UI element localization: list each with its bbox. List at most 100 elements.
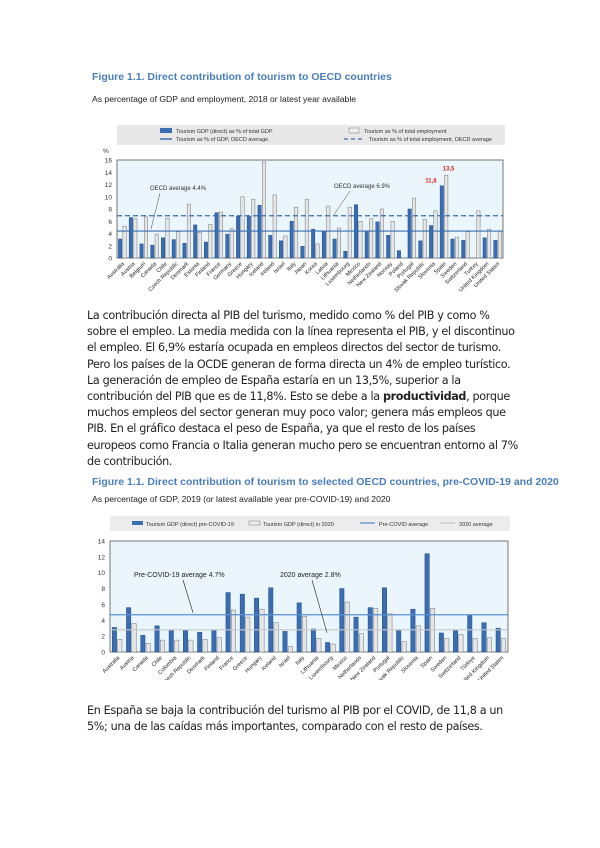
bar-series1 (407, 208, 412, 259)
oecd-gdp-average-label: OECD average 4.4% (150, 186, 207, 192)
bar-series2 (379, 208, 384, 259)
y-tick-label: 16 (105, 158, 113, 165)
legend-swatch-gdp (160, 128, 172, 133)
annotation-arrow (333, 190, 351, 215)
bar-series2 (337, 227, 341, 259)
bar-series2 (144, 216, 148, 259)
x-tick-label: Israel (278, 655, 292, 669)
bar-series2 (465, 231, 470, 259)
bar-series1 (254, 597, 260, 653)
chart-tourism-gdp-employment: Tourism GDP (direct) as % of total GDP To… (103, 125, 505, 294)
bar-series2 (251, 198, 256, 259)
legend-swatch-2020 (248, 520, 261, 526)
bar-series1 (353, 616, 359, 653)
bar-series1 (111, 627, 117, 653)
y-tick-label: 0 (108, 256, 112, 263)
bar-series2 (330, 643, 336, 653)
legend-label-pre-covid: Tourism GDP (direct) pre-COVID-19 (146, 522, 234, 528)
bar-series1 (482, 237, 487, 259)
bar-series1 (225, 592, 231, 653)
bar-series1 (171, 239, 176, 259)
chart-tourism-gdp-covid: Tourism GDP (direct) pre-COVID-19 Tourism… (98, 516, 510, 680)
legend-label-gdp: Tourism GDP (direct) as % of total GDP (176, 129, 273, 135)
bar-series2 (176, 231, 181, 259)
bar-series2 (401, 641, 407, 653)
bar-series2 (202, 639, 208, 653)
bar-series1 (257, 205, 262, 259)
paragraph-text: La contribución directa al PIB del turis… (87, 309, 515, 404)
y-tick-label: 0 (101, 650, 105, 657)
bar-series2 (415, 625, 421, 653)
bar-series2 (240, 196, 245, 259)
y-tick-label: 14 (98, 539, 106, 546)
covid-2020-average-label: 2020 average 2.8% (280, 572, 341, 579)
y-axis-label: % (103, 148, 109, 155)
oecd-employment-average-label: OECD average 6.9% (334, 184, 391, 190)
bar-series1 (246, 216, 251, 259)
bar-series2 (154, 233, 159, 259)
bar-series2 (231, 609, 236, 653)
bar-series1 (128, 217, 133, 259)
bar-series1 (118, 238, 123, 259)
bar-series2 (458, 634, 464, 653)
legend-label-2020-avg: 2020 average (459, 522, 493, 528)
legend-label-employment: Tourism as % of total employment (364, 129, 447, 135)
bar-series1 (182, 243, 187, 259)
bar-series1 (481, 622, 487, 653)
legend-label-employment-avg: Tourism as % of total employment, OECD a… (369, 137, 492, 143)
bar-series1 (279, 240, 283, 259)
y-tick-label: 2 (108, 243, 112, 250)
bar-series2 (197, 232, 202, 259)
bar-series2 (369, 218, 374, 259)
bar-series1 (396, 630, 402, 653)
bar-series1 (453, 630, 459, 653)
x-tick-label: Italy (286, 261, 298, 273)
bar-series1 (343, 251, 348, 259)
y-tick-label: 8 (101, 586, 105, 593)
bar-series1 (450, 238, 455, 259)
x-tick-label: Italy (295, 655, 307, 667)
bar-series1 (197, 631, 203, 653)
bar-series1 (438, 632, 444, 653)
bar-series2 (188, 639, 194, 653)
paragraph-analysis: La contribución directa al PIB del turis… (87, 308, 522, 470)
y-tick-label: 6 (108, 219, 112, 226)
x-tick-label: Australia (102, 655, 122, 675)
bar-series2 (262, 161, 266, 259)
bar-series1 (282, 631, 288, 653)
legend-box (110, 516, 510, 531)
bar-series1 (161, 237, 166, 259)
y-tick-label: 12 (98, 554, 106, 561)
bar-series2 (359, 633, 364, 653)
bar-series2 (316, 638, 322, 653)
bar-series1 (296, 602, 302, 653)
bar-series1 (439, 185, 444, 259)
y-tick-label: 10 (105, 194, 113, 201)
bar-series1 (289, 221, 294, 259)
bar-series2 (390, 221, 395, 259)
legend-label-pre-covid-avg: Pre-COVID average (379, 522, 428, 528)
bar-series2 (283, 235, 288, 259)
bar-series2 (245, 616, 251, 653)
bar-series1 (168, 630, 174, 653)
bar-series2 (174, 639, 180, 653)
spain-gdp-annotation: 11,8 (425, 179, 437, 185)
bar-series1 (332, 238, 337, 259)
bar-series2 (122, 225, 127, 259)
bar-series2 (455, 236, 459, 259)
bar-series2 (326, 205, 331, 259)
bar-series2 (344, 601, 350, 653)
figure2-title: Figure 1.1. Direct contribution of touri… (92, 476, 559, 488)
bar-series2 (208, 224, 213, 259)
bar-series1 (311, 228, 316, 259)
spain-employment-annotation: 13,5 (443, 166, 455, 172)
bar-series2 (412, 197, 417, 259)
bar-series1 (375, 221, 380, 259)
bar-series1 (268, 587, 274, 653)
y-tick-label: 2 (101, 634, 105, 641)
bar-series1 (203, 241, 208, 259)
bar-series2 (347, 206, 352, 259)
bar-series1 (150, 244, 155, 259)
bar-series1 (493, 239, 498, 259)
bar-series1 (236, 216, 241, 259)
